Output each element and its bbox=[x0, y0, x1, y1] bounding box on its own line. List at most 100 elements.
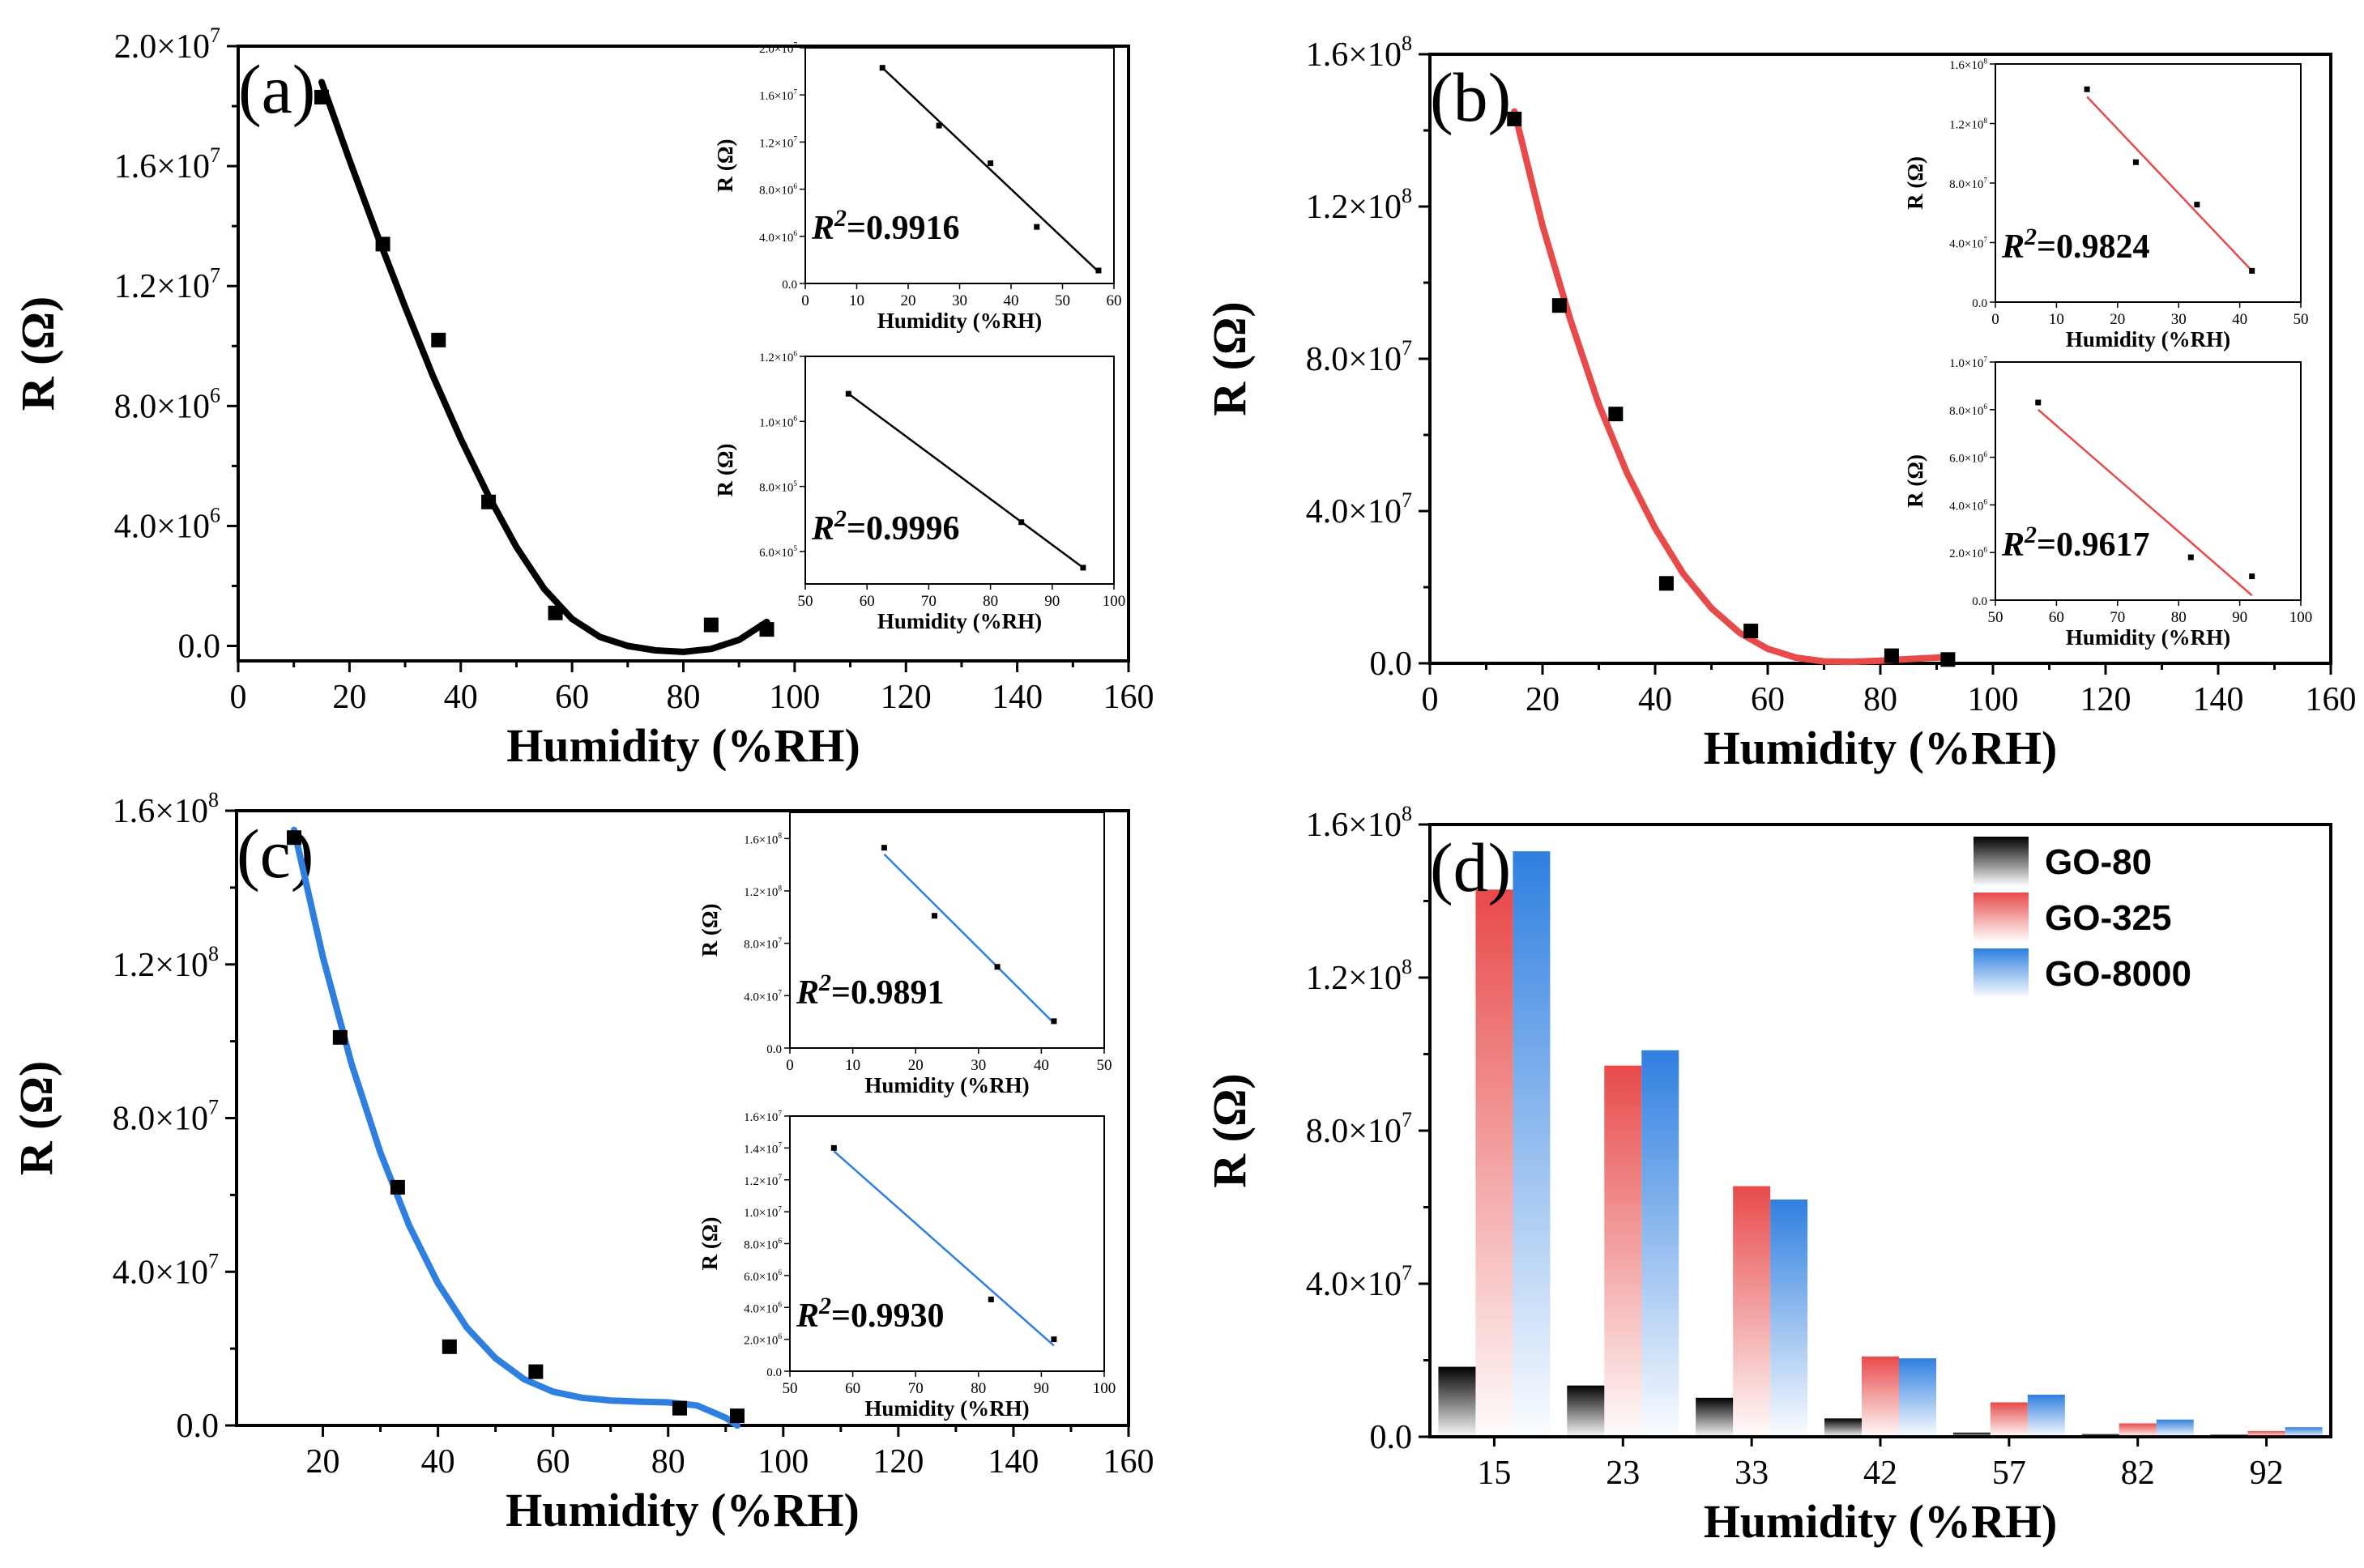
y-tick-label-mantissa: 8.0×10 bbox=[1306, 1113, 1402, 1150]
inset-y-tick-label-mantissa: 1.2×10 bbox=[759, 137, 793, 150]
inset-y-tick-label-exponent: 7 bbox=[1983, 177, 1987, 185]
inset-y-tick-label-mantissa: 1.6×10 bbox=[759, 90, 793, 103]
inset-y-tick-label-mantissa: 2.0×10 bbox=[744, 1335, 778, 1348]
y-tick-label: 1.2×108 bbox=[1306, 955, 1412, 997]
y-tick-label-exponent: 7 bbox=[1402, 488, 1412, 512]
inset-frame bbox=[1995, 361, 2302, 601]
inset-data-point bbox=[1034, 224, 1040, 230]
inset-x-tick-label: 0 bbox=[786, 1057, 794, 1074]
x-tick-label: 160 bbox=[1103, 679, 1154, 716]
inset-y-tick-label-exponent: 7 bbox=[778, 937, 782, 945]
inset-y-tick-label-mantissa: 8.0×10 bbox=[759, 185, 793, 198]
inset-x-tick-label: 90 bbox=[1034, 1380, 1049, 1397]
inset-y-tick-label: 0.0 bbox=[1972, 595, 1987, 608]
fit-curve bbox=[318, 79, 770, 655]
inset-y-tick-label-mantissa: 0.0 bbox=[766, 1366, 782, 1379]
inset-fit-line bbox=[833, 1150, 1055, 1347]
x-tick-label: 92 bbox=[2250, 1455, 2284, 1492]
bar-go-80 bbox=[1567, 1385, 1605, 1437]
inset-data-point bbox=[2187, 554, 2194, 560]
inset-data-point bbox=[2249, 267, 2255, 274]
inset-plot: 0 10 20 30 40 500.04.0×1078.0×1071.2×1081.6×1… bbox=[698, 812, 1112, 1097]
panel-c: 20 40 60 80 100 120 140 1600.04.0×1078.0×1071.2… bbox=[10, 788, 1154, 1536]
inset-y-tick-label: 1.2×108 bbox=[1949, 117, 1987, 132]
inset-fit-line bbox=[847, 393, 1084, 569]
inset-y-tick-label-mantissa: 6.0×10 bbox=[759, 547, 793, 560]
inset-y-tick-label-mantissa: 4.0×10 bbox=[744, 1302, 778, 1315]
inset-x-tick-label: 20 bbox=[908, 1057, 924, 1074]
inset-y-tick-label-mantissa: 1.2×10 bbox=[1949, 119, 1983, 132]
inset-y-tick-label-mantissa: 1.0×10 bbox=[744, 1207, 778, 1220]
inset-x-axis-label: Humidity (%RH) bbox=[877, 309, 1042, 333]
inset-data-point bbox=[2194, 202, 2200, 208]
y-tick-label: 2.0×107 bbox=[114, 23, 220, 66]
inset-y-tick-label-exponent: 6 bbox=[778, 1333, 782, 1341]
inset-x-tick-label: 70 bbox=[921, 593, 937, 610]
x-axis-label: Humidity (%RH) bbox=[506, 719, 860, 772]
inset-x-axis-label: Humidity (%RH) bbox=[864, 1396, 1029, 1421]
inset-y-tick-label-mantissa: 4.0×10 bbox=[759, 232, 793, 245]
inset-y-tick-label: 1.0×106 bbox=[759, 415, 797, 430]
inset-y-axis-label: R (Ω) bbox=[1903, 454, 1927, 508]
x-tick-label: 60 bbox=[536, 1443, 570, 1481]
bar-go-80 bbox=[1824, 1418, 1862, 1437]
inset-y-tick-label: 2.0×106 bbox=[744, 1333, 782, 1348]
r-squared-exp: 2 bbox=[818, 969, 831, 996]
inset-data-point bbox=[1080, 565, 1086, 571]
inset-y-tick-label: 4.0×106 bbox=[744, 1302, 782, 1316]
panel-letter: (b) bbox=[1430, 58, 1511, 136]
y-tick-label-exponent: 8 bbox=[208, 788, 219, 812]
inset-plot: 50 60 70 80 90 1000.02.0×1064.0×1066.0×1068.0… bbox=[1903, 356, 2312, 650]
inset-y-tick-label: 4.0×107 bbox=[1949, 236, 1987, 251]
y-tick-label-mantissa: 2.0×10 bbox=[114, 28, 210, 66]
bar-go-8000 bbox=[1641, 1050, 1679, 1437]
data-point bbox=[481, 494, 497, 509]
inset-x-tick-label: 10 bbox=[849, 292, 864, 309]
inset-y-tick-label-mantissa: 4.0×10 bbox=[1949, 238, 1983, 251]
inset-y-tick-label-mantissa: 8.0×10 bbox=[1949, 178, 1983, 191]
inset-x-tick-label: 50 bbox=[1988, 609, 2003, 626]
y-tick-label-exponent: 7 bbox=[1402, 336, 1412, 360]
r-squared-label: R2=0.9824 bbox=[2001, 224, 2149, 266]
r-squared-value: =0.9930 bbox=[831, 1297, 944, 1335]
inset-data-point bbox=[1051, 1018, 1057, 1025]
y-tick-label-mantissa: 4.0×10 bbox=[1306, 493, 1402, 530]
inset-y-tick-label: 4.0×106 bbox=[1949, 499, 1987, 513]
inset-data-point bbox=[2132, 159, 2139, 165]
inset-x-tick-label: 50 bbox=[783, 1380, 798, 1397]
inset-y-tick-label-mantissa: 0.0 bbox=[1972, 595, 1987, 608]
inset-x-tick-label: 50 bbox=[2294, 311, 2309, 328]
inset-y-tick-label: 2.0×106 bbox=[1949, 546, 1987, 560]
inset-y-tick-label: 6.0×106 bbox=[744, 1269, 782, 1284]
inset-y-tick-label: 1.2×108 bbox=[744, 884, 782, 899]
inset-plot: 0 10 20 30 40 500.04.0×1078.0×1071.2×1081.6×1… bbox=[1903, 58, 2309, 352]
inset-x-tick-label: 100 bbox=[1103, 593, 1126, 610]
data-point bbox=[1507, 111, 1522, 126]
inset-y-tick-label: 1.2×107 bbox=[744, 1174, 782, 1188]
bar-go-325 bbox=[1475, 889, 1513, 1437]
y-tick-label-exponent: 7 bbox=[210, 23, 220, 47]
inset-y-tick-label-mantissa: 4.0×10 bbox=[1949, 500, 1983, 513]
x-tick-label: 42 bbox=[1863, 1455, 1897, 1492]
x-tick-label: 80 bbox=[667, 679, 701, 716]
legend-label: GO-325 bbox=[2045, 898, 2172, 938]
y-tick-label-exponent: 8 bbox=[1402, 802, 1412, 825]
inset-y-tick-label-exponent: 7 bbox=[1983, 236, 1987, 245]
inset-y-tick-label-exponent: 6 bbox=[778, 1302, 782, 1310]
data-point bbox=[759, 622, 774, 637]
inset-plot: 50 60 70 80 90 1000.02.0×1064.0×1066.0×1068.0… bbox=[698, 1110, 1116, 1421]
inset-x-tick-label: 30 bbox=[952, 292, 967, 309]
inset-y-tick-label-mantissa: 1.2×10 bbox=[744, 886, 778, 899]
y-tick-label-mantissa: 0.0 bbox=[177, 1408, 220, 1445]
y-tick-label-mantissa: 1.6×10 bbox=[1306, 807, 1402, 844]
y-tick-label-exponent: 7 bbox=[210, 143, 220, 167]
y-tick-label: 0.0 bbox=[178, 628, 221, 665]
inset-data-point bbox=[994, 964, 1001, 970]
y-tick-label-mantissa: 8.0×10 bbox=[1306, 341, 1402, 378]
y-tick-label: 8.0×107 bbox=[1306, 1108, 1412, 1150]
bar-go-80 bbox=[2210, 1434, 2248, 1437]
y-axis-label: R (Ω) bbox=[1203, 1073, 1256, 1187]
bar-go-80 bbox=[1952, 1432, 1991, 1437]
bar-go-8000 bbox=[2285, 1427, 2323, 1437]
inset-x-tick-label: 20 bbox=[901, 292, 916, 309]
